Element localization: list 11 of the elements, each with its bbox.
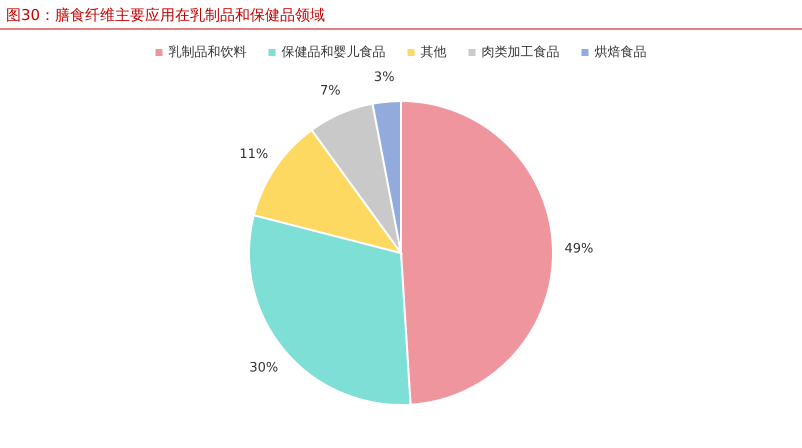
data-label: 11%	[239, 146, 268, 162]
data-label: 7%	[320, 84, 341, 99]
legend-label: 烘焙食品	[594, 45, 646, 60]
legend-label: 保健品和婴儿食品	[282, 45, 386, 60]
legend-label: 肉类加工食品	[482, 45, 560, 60]
legend-label: 其他	[420, 45, 446, 60]
data-label: 49%	[564, 241, 594, 256]
legend-label: 乳制品和饮料	[168, 45, 246, 60]
data-label: 3%	[374, 70, 395, 85]
title: 图30：膳食纤维主要应用在乳制品和保健品领域	[6, 6, 326, 24]
data-label: 30%	[249, 360, 278, 376]
